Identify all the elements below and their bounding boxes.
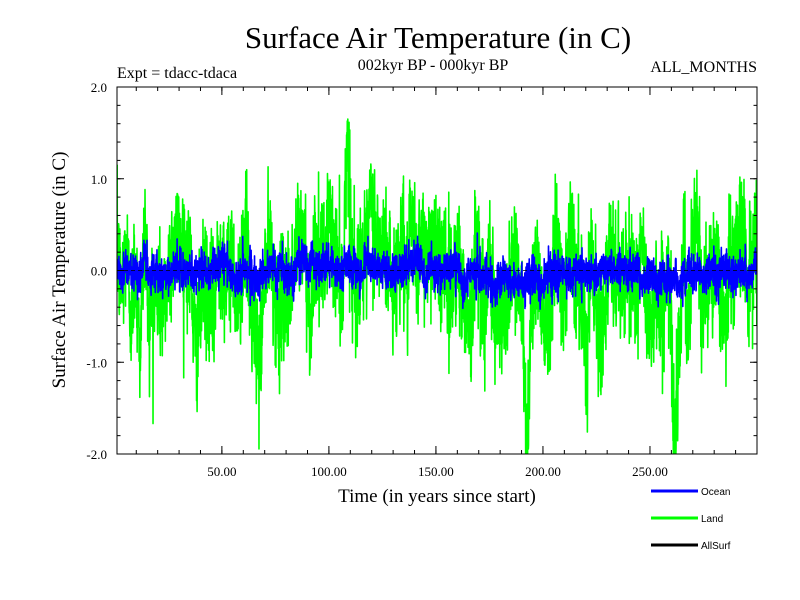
legend-label-allsurf: AllSurf <box>701 541 731 552</box>
x-tick-label: 50.00 <box>207 464 236 479</box>
chart-title: Surface Air Temperature (in C) <box>245 20 631 55</box>
legend: Ocean Land AllSurf <box>651 487 731 552</box>
x-axis-label: Time (in years since start) <box>338 486 536 507</box>
chart-subtitle-center: 002kyr BP - 000kyr BP <box>358 57 509 74</box>
series-line-ocean <box>117 232 757 310</box>
chart-subtitle-left: Expt = tdacc-tdaca <box>117 65 237 82</box>
chart-subtitle-right: ALL_MONTHS <box>650 59 757 76</box>
y-axis-label: Surface Air Temperature (in C) <box>49 152 70 389</box>
y-tick-label: 2.0 <box>91 80 107 95</box>
y-tick-label: 1.0 <box>91 172 107 187</box>
y-tick-label: -2.0 <box>86 447 107 462</box>
legend-label-ocean: Ocean <box>701 487 730 498</box>
x-tick-label: 200.00 <box>525 464 561 479</box>
x-tick-label: 150.00 <box>418 464 454 479</box>
y-tick-label: -1.0 <box>86 355 107 370</box>
y-tick-label: 0.0 <box>91 264 107 279</box>
legend-label-land: Land <box>701 514 723 525</box>
x-tick-label: 250.00 <box>632 464 668 479</box>
x-tick-label: 100.00 <box>311 464 347 479</box>
axis-ticks: -2.0 -1.0 0.0 1.0 2.0 50.00 100.00 150.00 200.00… <box>86 80 757 479</box>
plot-data-layer <box>117 118 757 454</box>
